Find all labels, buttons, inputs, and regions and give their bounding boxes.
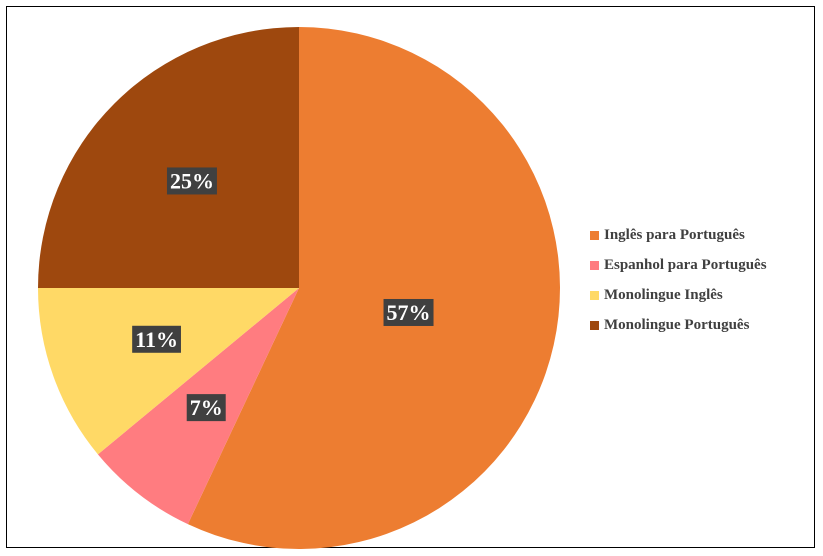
legend-item-espanhol-para-portugues: Espanhol para Português bbox=[590, 250, 767, 280]
pie-slice-1 bbox=[187, 27, 560, 549]
legend-swatch bbox=[590, 230, 599, 240]
legend-label: Monolingue Português bbox=[604, 316, 750, 333]
legend-item-monolingue-portugues: Monolingue Português bbox=[590, 310, 767, 340]
slice-label-1: 57% bbox=[383, 298, 434, 326]
slice-label-box bbox=[383, 298, 434, 326]
legend-swatch bbox=[590, 290, 599, 300]
legend: Inglês para Português Espanhol para Port… bbox=[590, 220, 767, 340]
slice-label-2: 7% bbox=[186, 394, 226, 422]
pie-slice-4 bbox=[38, 27, 299, 288]
legend-item-ingles-para-portugues: Inglês para Português bbox=[590, 220, 767, 250]
slice-label-text: 57% bbox=[387, 300, 431, 325]
legend-item-monolingue-ingles: Monolingue Inglês bbox=[590, 280, 767, 310]
legend-swatch bbox=[590, 320, 599, 330]
slice-label-3: 11% bbox=[132, 325, 181, 353]
legend-label: Inglês para Português bbox=[604, 226, 745, 243]
slice-label-text: 11% bbox=[135, 327, 178, 352]
slice-label-box bbox=[166, 167, 217, 195]
pie-slice-3 bbox=[38, 288, 299, 455]
legend-label: Monolingue Inglês bbox=[604, 286, 723, 303]
legend-label: Espanhol para Português bbox=[604, 256, 767, 273]
slice-label-text: 25% bbox=[170, 168, 214, 193]
slice-label-box bbox=[186, 394, 226, 422]
slice-label-box bbox=[132, 325, 181, 353]
legend-swatch bbox=[590, 260, 599, 270]
slice-label-text: 7% bbox=[190, 395, 223, 420]
slice-label-4: 25% bbox=[166, 167, 217, 195]
